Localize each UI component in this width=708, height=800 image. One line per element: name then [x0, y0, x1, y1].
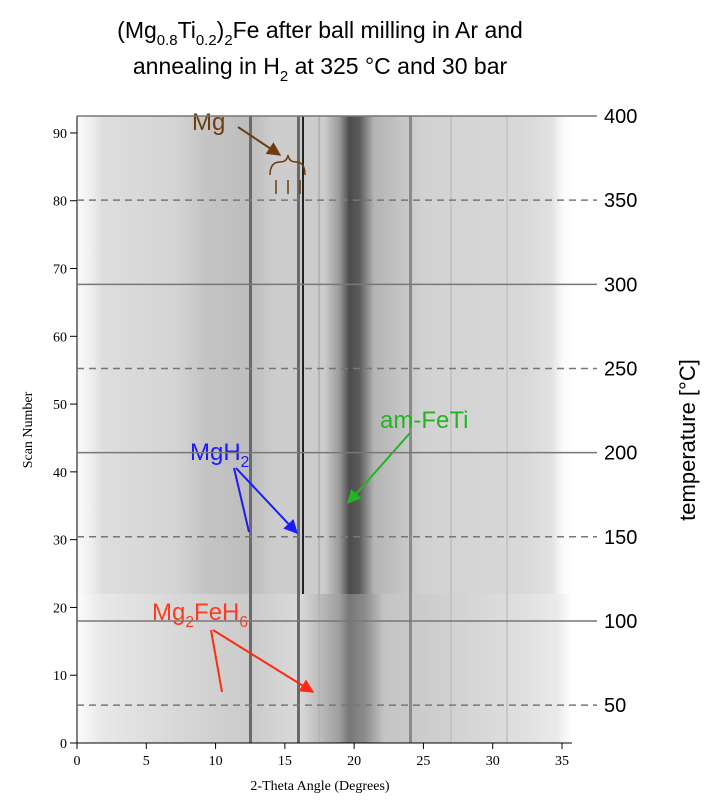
- y-tick-label: 50: [53, 398, 67, 413]
- y2-tick-label: 250: [604, 358, 637, 380]
- arrow: [237, 126, 282, 156]
- x-tick-label: 15: [278, 754, 292, 769]
- y2-tick-label: 150: [604, 527, 637, 549]
- y-tick-label: 70: [53, 263, 67, 278]
- y-axis-label: Scan Number: [21, 391, 36, 468]
- x-tick-label: 35: [555, 754, 569, 769]
- y-tick-label: 30: [53, 534, 67, 549]
- heatmap-image: [77, 116, 572, 743]
- y-tick-label: 0: [60, 737, 67, 752]
- text-part: FeH: [194, 599, 239, 626]
- y2-tick-label: 300: [604, 274, 637, 296]
- x-tick-label: 0: [74, 754, 81, 769]
- y2-tick-label: 50: [604, 695, 626, 717]
- subscript: 2: [280, 68, 288, 85]
- text-part: annealing in H: [133, 53, 280, 79]
- text-part: Fe after ball milling in Ar and: [233, 17, 523, 43]
- y2-tick-label: 350: [604, 190, 637, 212]
- y-tick-label: 40: [53, 466, 67, 481]
- y2-tick-label: 200: [604, 443, 637, 465]
- subscript: 6: [239, 614, 248, 631]
- rich-text: (Mg0.8Ti0.2)2Fe after ball milling in Ar…: [117, 17, 523, 49]
- text-part: Mg: [192, 109, 225, 136]
- y2-axis-label: temperature [°C]: [675, 359, 700, 521]
- brace: [269, 154, 306, 176]
- x-tick-label: 5: [143, 754, 150, 769]
- rich-text: am-FeTi: [380, 407, 468, 434]
- y-tick-label: 80: [53, 195, 67, 210]
- x-tick-label: 20: [347, 754, 361, 769]
- rich-text: annealing in H2 at 325 °C and 30 bar: [133, 53, 508, 85]
- subscript: 0.2: [196, 32, 217, 49]
- y2-tick-label: 100: [604, 611, 637, 633]
- arrow: [233, 467, 297, 533]
- text-part: am-FeTi: [380, 407, 468, 434]
- subscript: 2: [224, 32, 232, 49]
- y-tick-label: 10: [53, 669, 67, 684]
- subscript: 2: [241, 454, 250, 471]
- y-tick-label: 90: [53, 127, 67, 142]
- x-tick-label: 10: [209, 754, 223, 769]
- rich-text: Mg: [192, 109, 225, 136]
- subscript: 0.8: [157, 32, 178, 49]
- x-tick-label: 25: [416, 754, 430, 769]
- text-part: (Mg: [117, 17, 157, 43]
- arrow: [210, 629, 313, 692]
- arrow: [347, 432, 411, 505]
- x-axis-label: 2-Theta Angle (Degrees): [250, 779, 389, 794]
- text-part: Mg: [152, 599, 185, 626]
- brace-ticks: [275, 180, 301, 194]
- text-part: Ti: [178, 17, 196, 43]
- text-part: ): [217, 17, 225, 43]
- y2-tick-label: 400: [604, 106, 637, 128]
- subscript: 2: [185, 614, 194, 631]
- y-tick-label: 20: [53, 601, 67, 616]
- x-tick-label: 30: [486, 754, 500, 769]
- text-part: at 325 °C and 30 bar: [288, 53, 507, 79]
- y-tick-label: 60: [53, 330, 67, 345]
- title: (Mg0.8Ti0.2)2Fe after ball milling in Ar…: [117, 17, 523, 85]
